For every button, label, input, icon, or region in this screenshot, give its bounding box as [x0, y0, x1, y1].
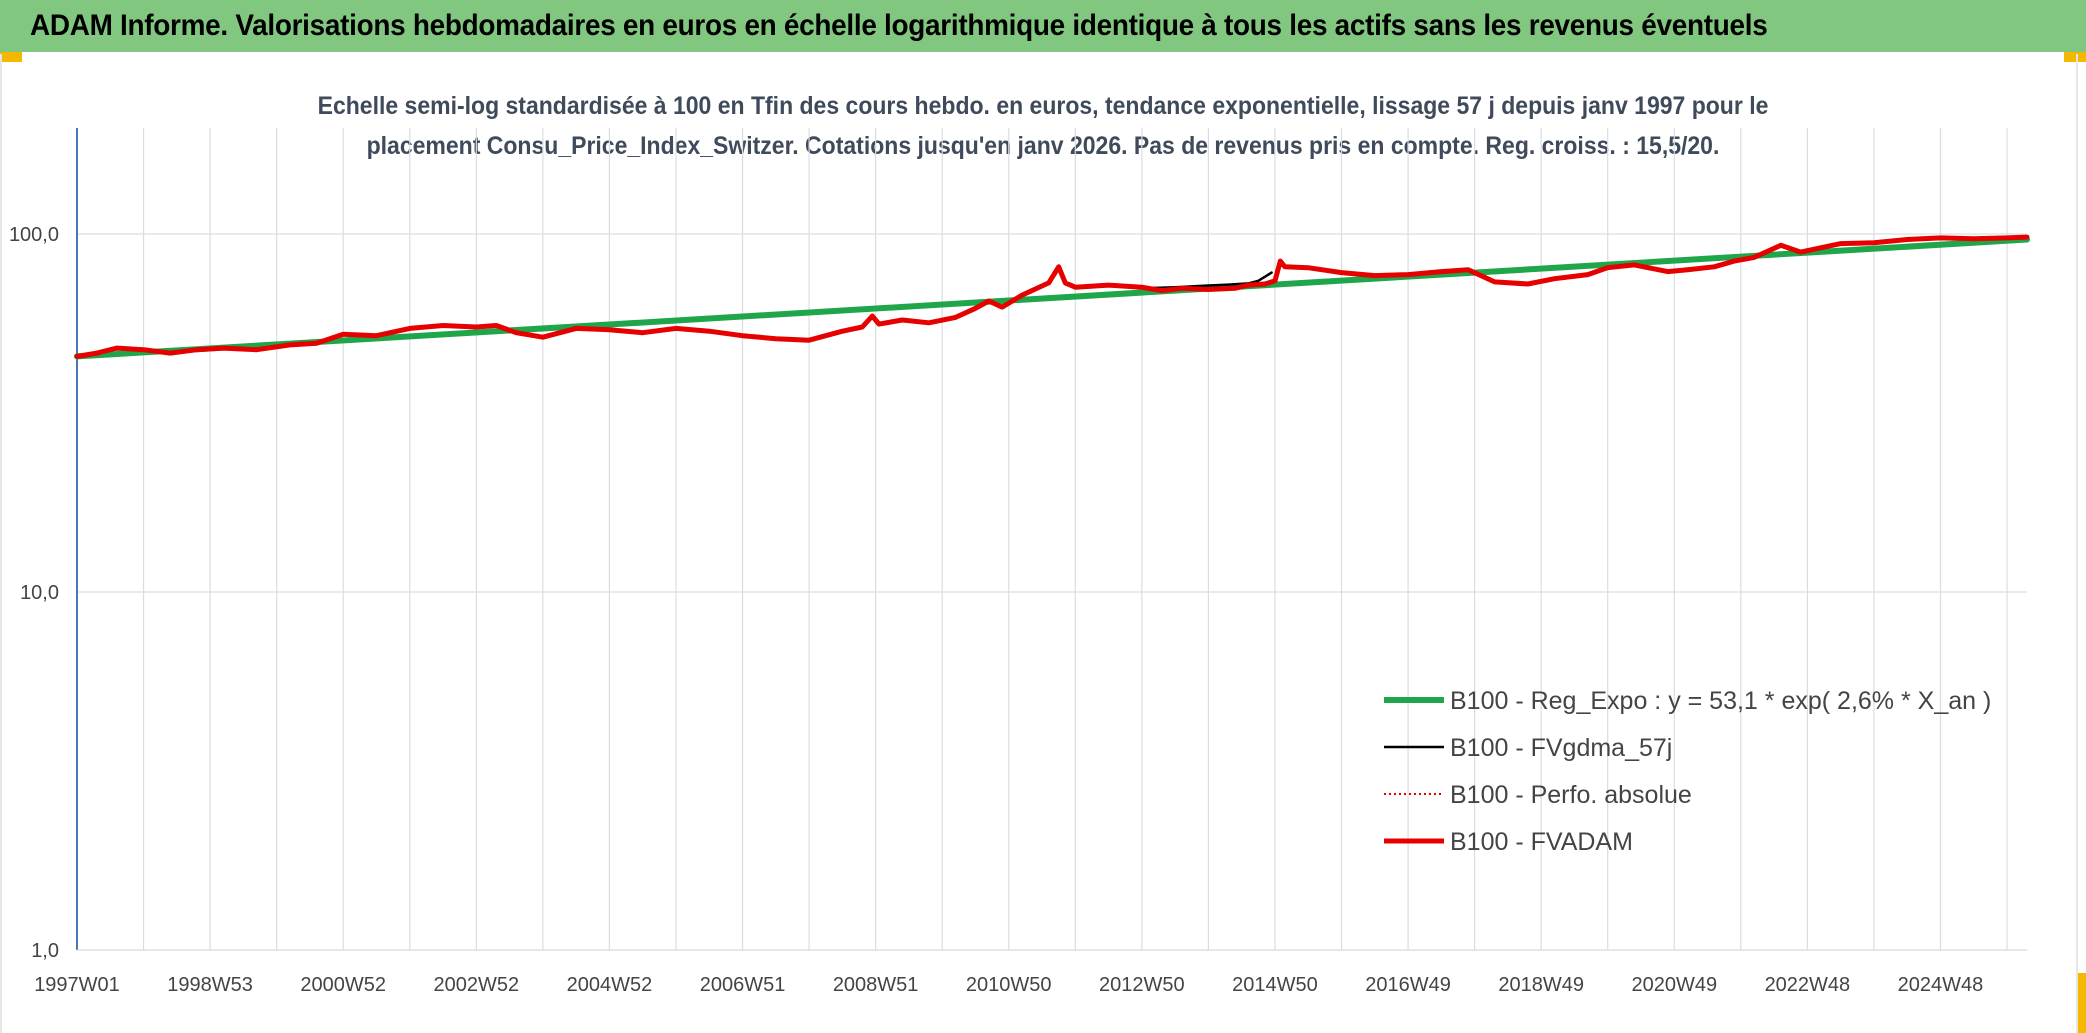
series-line-trend [74, 236, 2030, 360]
legend-label-trend: B100 - Reg_Expo : y = 53,1 * exp( 2,6% *… [1450, 687, 1991, 715]
x-tick-label: 2012W50 [1099, 974, 1185, 996]
series-line-fvadam [74, 234, 2030, 359]
header-banner: ADAM Informe. Valorisations hebdomadaire… [0, 0, 2086, 54]
corner-marker [2076, 973, 2086, 1033]
corner-marker [2064, 52, 2086, 62]
chart-title: Echelle semi-log standardisée à 100 en T… [83, 86, 2002, 166]
chart-title-line2: placement Consu_Price_Index_Switzer. Cot… [366, 132, 1720, 160]
page-title: ADAM Informe. Valorisations hebdomadaire… [30, 9, 1768, 42]
x-tick-label: 2004W52 [567, 974, 653, 996]
x-tick-label: 2000W52 [300, 974, 386, 996]
y-tick-label: 1,0 [31, 940, 59, 962]
legend-label-fvgdma: B100 - FVgdma_57j [1450, 734, 1672, 762]
legend-label-fvadam: B100 - FVADAM [1450, 828, 1633, 856]
x-tick-label: 2002W52 [434, 974, 520, 996]
x-tick-label: 2016W49 [1365, 974, 1451, 996]
chart-title-line1: Echelle semi-log standardisée à 100 en T… [317, 92, 1769, 120]
x-tick-label: 1998W53 [167, 974, 253, 996]
y-tick-label: 10,0 [20, 582, 59, 604]
x-tick-label: 2024W48 [1898, 974, 1984, 996]
x-tick-label: 2014W50 [1232, 974, 1318, 996]
x-tick-label: 2018W49 [1498, 974, 1584, 996]
x-tick-label: 2006W51 [700, 974, 786, 996]
x-tick-label: 2008W51 [833, 974, 919, 996]
corner-marker [0, 52, 22, 62]
x-tick-label: 2022W48 [1765, 974, 1851, 996]
x-tick-label: 2010W50 [966, 974, 1052, 996]
y-tick-label: 100,0 [9, 224, 59, 246]
legend-label-perfo: B100 - Perfo. absolue [1450, 781, 1692, 809]
chart-frame [0, 54, 2078, 1033]
x-tick-label: 1997W01 [34, 974, 120, 996]
x-tick-label: 2020W49 [1631, 974, 1717, 996]
